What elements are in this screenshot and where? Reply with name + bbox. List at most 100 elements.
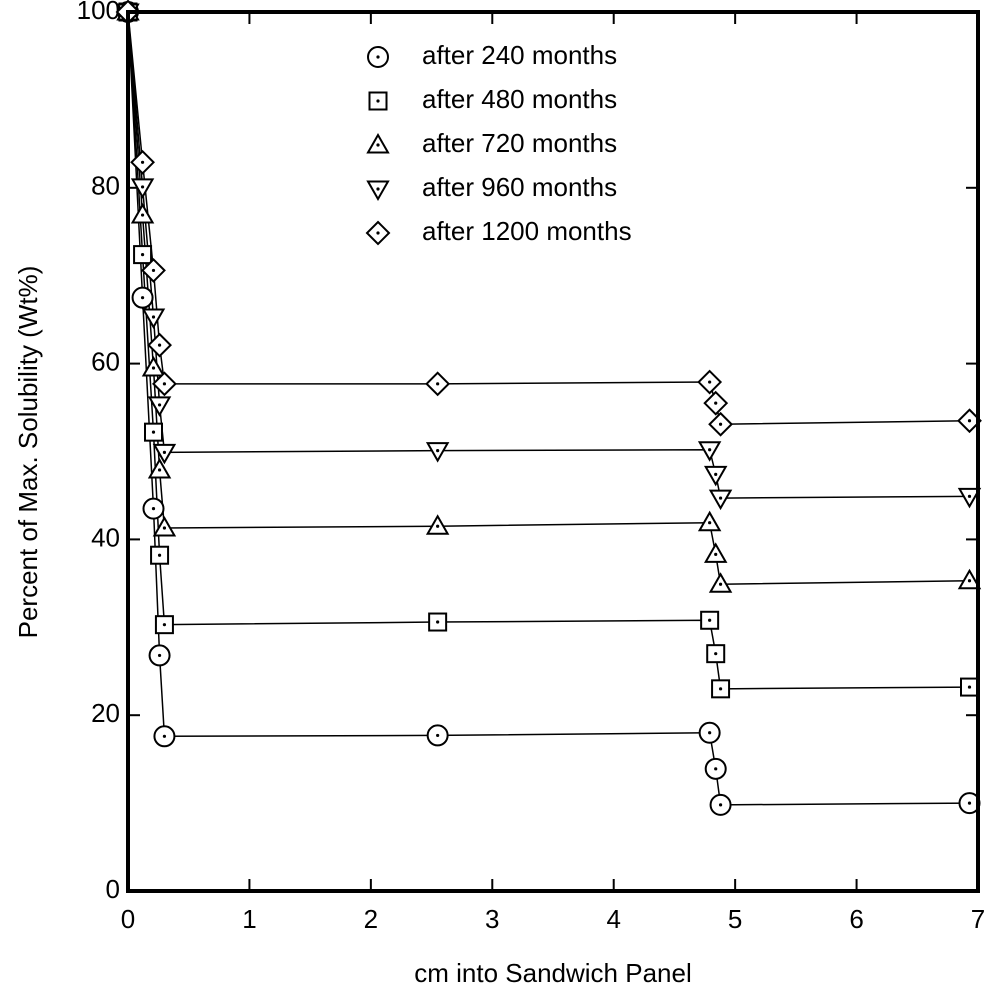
marker [366,180,390,202]
marker-dot [714,401,718,405]
legend-label: after 720 months [422,128,617,158]
marker-dot [157,403,162,407]
marker [700,610,720,630]
marker-dot [967,579,972,583]
y-axis-label: Percent of Max. Solubility (Wt%) [13,266,43,639]
marker [131,286,154,309]
marker [130,178,155,199]
marker [152,515,177,537]
marker [711,679,731,699]
marker-dot [718,496,723,500]
marker [704,757,727,780]
marker [142,497,165,520]
y-tick-label: 60 [91,346,120,376]
marker-dot [967,419,972,423]
marker [703,390,729,416]
series-line [127,11,970,806]
marker-dot [151,430,156,434]
legend-label: after 480 months [422,84,617,114]
marker [708,411,733,437]
y-tick-label: 20 [91,698,120,728]
marker-dot [151,315,156,319]
marker-dot [708,731,712,735]
marker-dot [140,185,145,189]
y-tick-label: 80 [91,171,120,201]
marker [697,369,723,395]
marker [957,487,982,509]
marker [706,644,726,664]
marker-dot [162,526,167,530]
marker [147,332,172,358]
y-tick-label: 40 [91,522,120,552]
marker [697,441,722,462]
marker-dot [151,268,156,273]
marker-dot [376,187,380,191]
x-tick-label: 7 [971,904,985,934]
marker [148,644,171,667]
marker-dot [157,468,162,472]
marker [368,91,388,111]
marker [147,457,172,479]
x-tick-label: 0 [121,904,135,934]
marker-dot [157,653,162,658]
marker-dot [376,143,380,147]
marker [709,793,732,816]
marker-dot [718,803,723,807]
marker-dot [714,767,718,771]
marker [428,612,448,632]
marker [152,371,177,397]
marker-dot [718,687,723,691]
marker [708,489,733,511]
x-tick-label: 6 [849,904,863,934]
marker [130,149,155,175]
x-tick-label: 1 [242,904,256,934]
marker-dot [436,733,440,738]
marker-dot [436,524,440,528]
marker-dot [708,618,712,622]
marker-dot [140,160,145,164]
marker [425,442,450,463]
marker-dot [718,422,723,426]
marker-dot [151,366,156,370]
marker-dot [714,552,718,556]
x-axis-label: cm into Sandwich Panel [414,958,691,988]
legend-label: after 240 months [422,40,617,70]
marker-dot [140,296,145,300]
marker-dot [376,99,380,103]
marker [703,465,728,487]
marker-dot [162,450,167,454]
plot-frame [126,10,980,893]
marker [130,203,155,224]
marker [367,46,389,68]
marker-dot [708,521,712,525]
marker-dot [151,507,156,511]
marker [150,545,170,565]
marker-dot [436,449,440,453]
marker [141,308,166,330]
marker [426,724,449,747]
marker-dot [708,380,712,384]
marker [152,443,177,465]
x-tick-label: 5 [728,904,742,934]
x-tick-label: 3 [485,904,499,934]
marker [147,396,172,417]
marker [366,132,390,154]
marker-dot [714,652,718,656]
marker-dot [967,801,972,805]
marker-dot [140,253,145,257]
marker-dot [714,472,718,476]
marker [141,355,166,377]
marker-dot [376,55,380,59]
y-tick-label: 100 [77,0,120,25]
marker-dot [157,343,162,347]
y-tick-label: 0 [106,874,120,904]
marker [957,568,982,590]
marker-dot [967,685,972,689]
legend-label: after 1200 months [422,216,632,246]
marker-dot [967,494,972,498]
marker [425,514,450,535]
marker-dot [376,231,380,235]
series-line [127,11,970,690]
marker-dot [157,553,162,557]
